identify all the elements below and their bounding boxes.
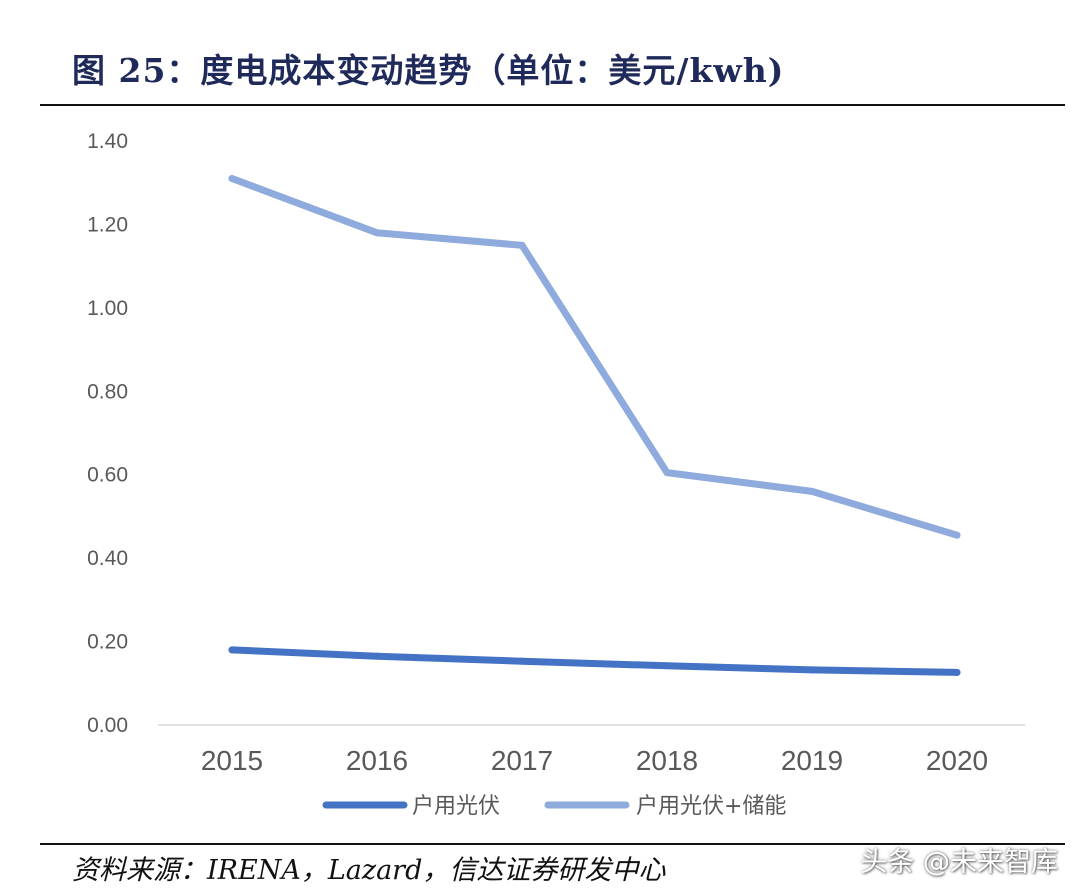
- data-point: [953, 531, 961, 539]
- footer-rule: [40, 843, 1065, 845]
- line-chart: 0.000.200.400.600.801.001.201.40 2015 201…: [87, 130, 1025, 819]
- chart-legend: 户用光伏 户用光伏+储能: [322, 794, 786, 819]
- x-axis-ticks: 2015 2016 2017 2018 2019 2020: [201, 745, 988, 776]
- source-note: 资料来源：IRENA，Lazard，信达证券研发中心: [72, 855, 666, 886]
- series-line-1: [228, 175, 961, 539]
- data-point: [518, 241, 526, 249]
- data-point: [808, 487, 816, 495]
- x-tick-label: 2016: [346, 745, 408, 776]
- y-tick-label: 1.40: [87, 130, 128, 153]
- data-point: [663, 662, 671, 670]
- x-tick-label: 2019: [781, 745, 843, 776]
- data-point: [373, 652, 381, 660]
- y-tick-label: 1.20: [87, 213, 128, 236]
- y-tick-label: 1.00: [87, 297, 128, 320]
- data-point: [518, 657, 526, 665]
- x-tick-label: 2015: [201, 745, 263, 776]
- data-point: [953, 668, 961, 676]
- y-tick-label: 0.60: [87, 464, 128, 487]
- series-line-0: [228, 646, 961, 676]
- x-tick-label: 2017: [491, 745, 553, 776]
- data-point: [808, 666, 816, 674]
- page-title: 图 25：度电成本变动趋势（单位：美元/kwh): [72, 51, 785, 90]
- data-point: [228, 646, 236, 654]
- y-tick-label: 0.20: [87, 631, 128, 654]
- legend-label: 户用光伏+储能: [636, 794, 786, 819]
- x-tick-label: 2020: [926, 745, 988, 776]
- watermark: 头条 @未来智库: [860, 847, 1058, 878]
- data-point: [373, 229, 381, 237]
- y-tick-label: 0.00: [87, 714, 128, 737]
- chart-series: [228, 175, 961, 676]
- y-axis-ticks: 0.00 0.20 0.40 0.60 0.80 1.00 1.20 1.40: [87, 130, 128, 737]
- title-underline: [40, 104, 1065, 106]
- data-point: [663, 469, 671, 477]
- y-tick-label: 0.40: [87, 547, 128, 570]
- data-point: [228, 175, 236, 183]
- legend-label: 户用光伏: [412, 794, 500, 819]
- y-tick-label: 0.80: [87, 380, 128, 403]
- x-tick-label: 2018: [636, 745, 698, 776]
